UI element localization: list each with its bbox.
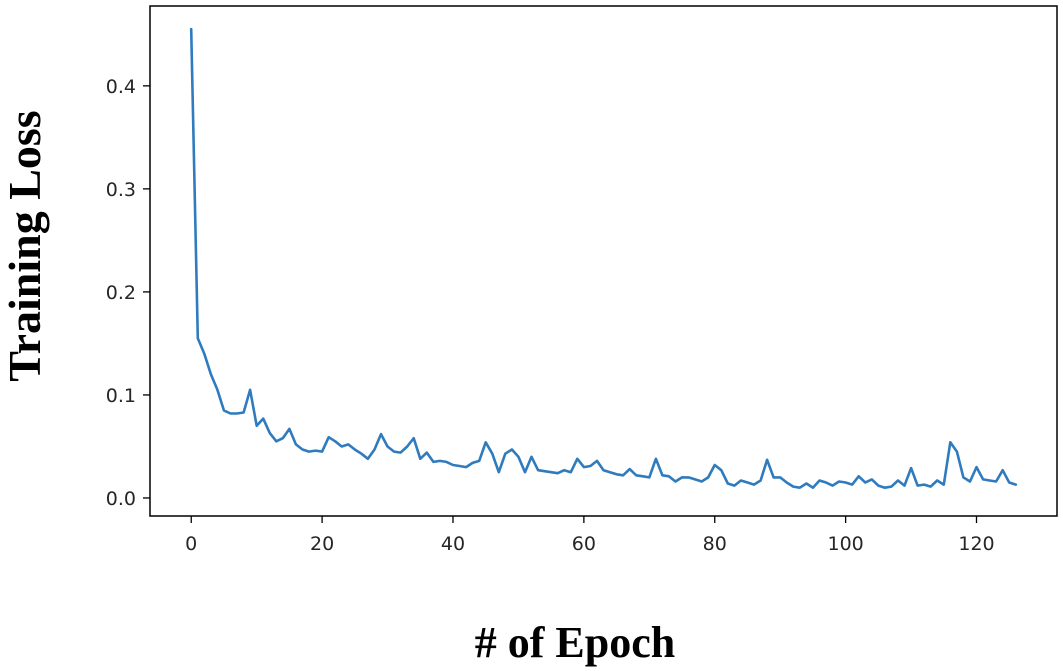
y-axis: 0.0 0.1 0.2 0.3 0.4 <box>106 76 150 510</box>
plot-frame <box>149 5 1058 517</box>
series-line <box>189 27 1018 490</box>
x-axis: 0 20 40 60 80 100 120 <box>185 516 995 555</box>
series-layer <box>189 27 1018 490</box>
y-tick-label: 0.4 <box>106 76 136 98</box>
y-axis-title: Training Loss <box>0 110 50 381</box>
x-tick-label: 20 <box>310 533 334 555</box>
x-tick-label: 100 <box>827 533 863 555</box>
y-tick-label: 0.1 <box>106 385 136 407</box>
x-tick-label: 60 <box>572 533 596 555</box>
x-tick-label: 120 <box>958 533 994 555</box>
y-tick-label: 0.2 <box>106 282 136 304</box>
x-tick-label: 0 <box>185 533 197 555</box>
x-tick-label: 80 <box>703 533 727 555</box>
y-tick-label: 0.0 <box>106 488 136 510</box>
y-tick-label: 0.3 <box>106 179 136 201</box>
x-tick-label: 40 <box>441 533 465 555</box>
x-axis-title: # of Epoch <box>475 618 675 667</box>
